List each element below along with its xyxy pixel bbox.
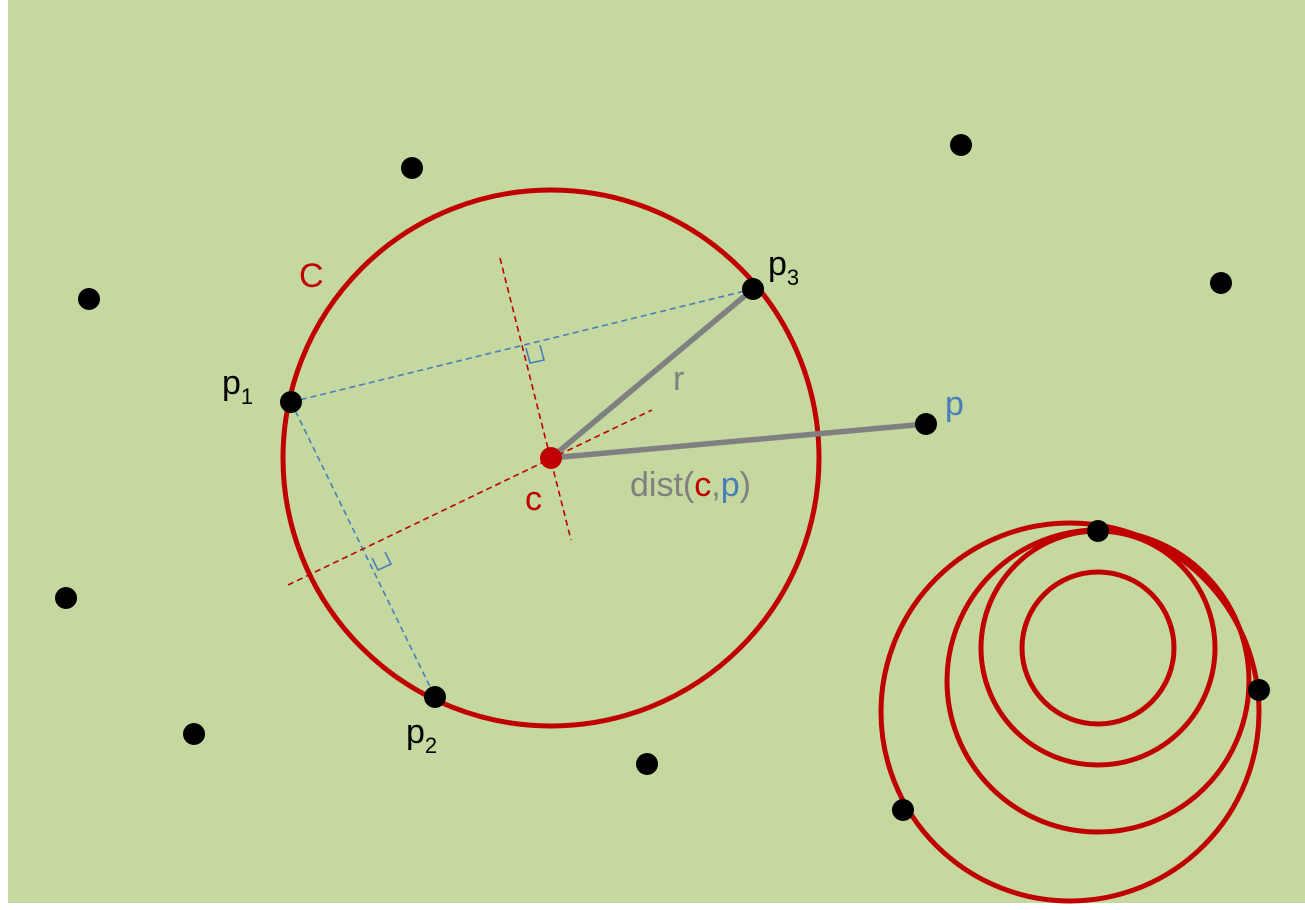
scatter-point [950, 134, 972, 156]
point-p-label: p [945, 385, 964, 423]
distance-label: dist(c,p) [630, 466, 751, 504]
bisector-p1-p2 [287, 409, 653, 586]
nested-circle-1 [1019, 569, 1177, 727]
p1-label: p1 [222, 364, 253, 409]
distance-segment [548, 421, 929, 461]
center-label: c [525, 480, 542, 518]
center-point [540, 447, 562, 469]
nested-point-right [1248, 679, 1270, 701]
nested-circle-4 [878, 520, 1262, 904]
nested-point-top [1087, 520, 1109, 542]
scatter-point [1210, 272, 1232, 294]
background-panel [8, 0, 1305, 903]
point-p1 [280, 391, 302, 413]
p2-label: p2 [406, 713, 437, 758]
nested-point-left [892, 799, 914, 821]
scatter-point [55, 587, 77, 609]
scatter-point [78, 288, 100, 310]
point-p [915, 413, 937, 435]
point-p3 [742, 278, 764, 300]
radius-segment [548, 286, 756, 461]
right-angle-marker-p1-p3 [525, 344, 545, 364]
scatter-point [636, 753, 658, 775]
circle-c [280, 187, 822, 729]
scatter-point [183, 723, 205, 745]
point-p2 [424, 686, 446, 708]
bisector-p1-p3 [499, 257, 572, 541]
p3-label: p3 [768, 245, 799, 290]
radius-label: r [673, 360, 684, 398]
circle-label: C [299, 257, 324, 295]
right-angle-marker-p1-p2 [371, 551, 393, 572]
scatter-point [401, 157, 423, 179]
